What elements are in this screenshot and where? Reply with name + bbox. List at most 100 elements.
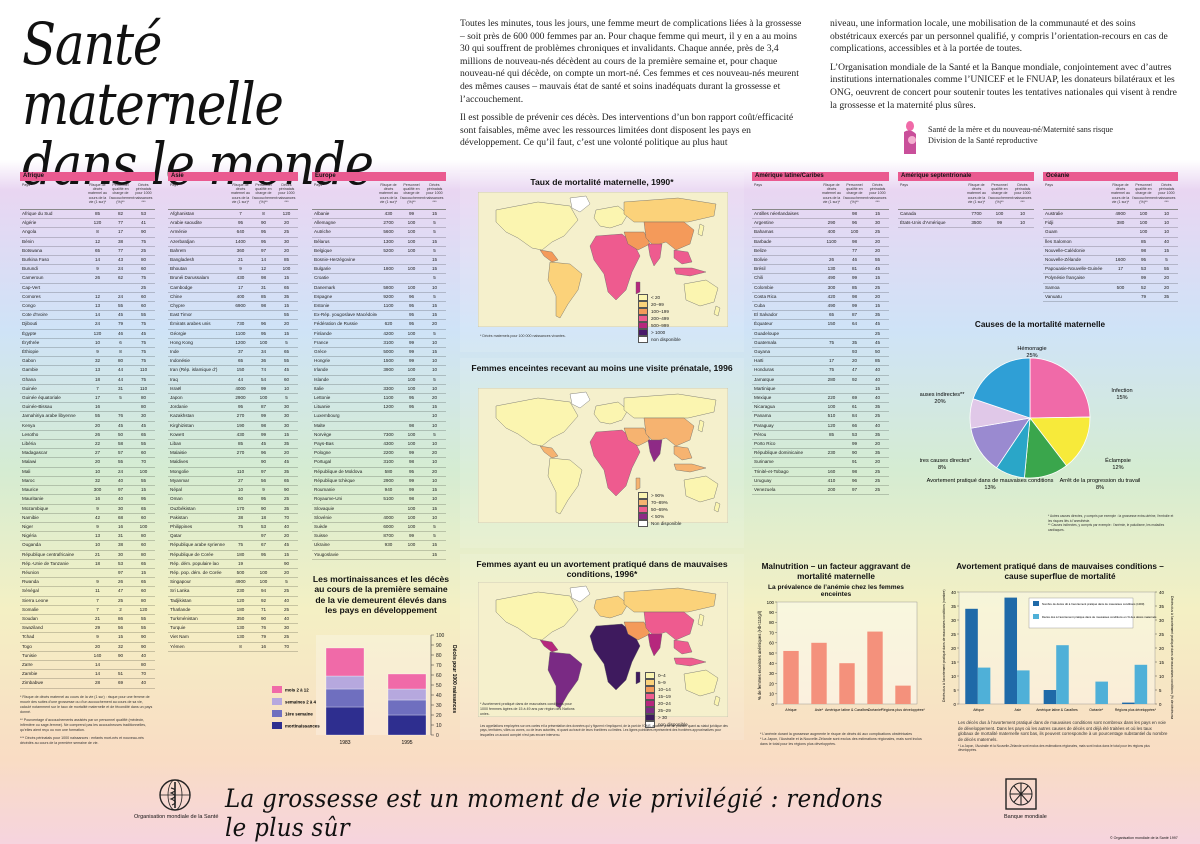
map-region-india: [647, 633, 663, 657]
table-cell: 2200: [383, 450, 394, 456]
table-cell: 10: [1163, 211, 1170, 216]
table-cell: 20: [431, 321, 438, 327]
category-label: Océanie*: [1089, 708, 1104, 712]
table-cell: 84: [851, 413, 858, 419]
category-label: Asie: [1014, 708, 1021, 712]
column-header: Décès périnatals pour 1000 naissances **…: [277, 183, 296, 204]
category-label: 1995: [401, 740, 412, 746]
table-cell: 45: [874, 266, 881, 272]
table-header: Asie: [168, 172, 298, 181]
table-row: Grèce 5000 99 15: [312, 348, 446, 358]
country-name: Namibie: [22, 514, 39, 520]
country-name: Kazakhstan: [170, 413, 195, 419]
table-cell: [1109, 293, 1132, 301]
country-name: Burkina Faso: [22, 257, 50, 263]
table-cell: 20: [283, 450, 290, 456]
table-cell: [377, 311, 400, 319]
table-cell: 38: [237, 514, 244, 520]
table-cell: 10: [431, 477, 438, 483]
table-cell: 55: [874, 257, 881, 263]
map-region-seasia: [673, 249, 693, 265]
table-cell: 5: [433, 330, 436, 336]
country-name: Turquie: [170, 625, 186, 631]
tick-label: 10: [769, 692, 774, 697]
country-name: Congo: [22, 303, 36, 309]
table-cell: 1100: [826, 238, 837, 244]
table-row: Maroc 32 40 55: [20, 477, 155, 487]
table-row: Pologne 2200 99 20: [312, 449, 446, 459]
table-cell: 15: [874, 211, 881, 216]
table-cell: [400, 412, 423, 420]
table-cell: 69: [117, 680, 124, 686]
table-cell: 7: [96, 606, 99, 612]
table-cell: 71: [260, 606, 267, 612]
table-cell: 55: [117, 459, 124, 465]
table-cell: 15: [431, 551, 438, 557]
slice-label: Arrêt de la progression du travail: [1060, 478, 1141, 484]
table-cell: 120: [93, 330, 102, 336]
table-cell: 45: [260, 441, 267, 447]
country-name: Botswana: [22, 247, 43, 253]
table-cell: 100: [407, 367, 416, 373]
table-cell: 68: [117, 514, 124, 520]
table-cell: 490: [827, 303, 836, 309]
country-name: Guyana: [754, 349, 771, 355]
table-cell: 20: [283, 533, 290, 539]
table-cell: 7: [96, 597, 99, 603]
table-cell: 1200: [383, 404, 394, 410]
table-cell: 87: [260, 404, 267, 410]
table-row: Kenya 20 45 45: [20, 422, 155, 431]
legend-label: < 50%: [651, 514, 665, 519]
country-name: Costa Rica: [754, 293, 777, 299]
table-cell: 75: [140, 358, 147, 364]
legend-label: non disponible: [651, 337, 681, 342]
table-row: Guinée 7 31 110: [20, 385, 155, 395]
table-row: Ghana 18 44 75: [20, 376, 155, 385]
tick-label: 5: [954, 688, 957, 693]
legend-item: non disponible: [645, 721, 688, 728]
table-cell: 410: [827, 477, 836, 483]
table-cell: 95: [260, 238, 267, 244]
table-cell: 60: [140, 450, 147, 456]
table-row: Maldives 90 45: [168, 458, 298, 468]
table-row: Finlande 4200 100 5: [312, 330, 446, 339]
table-cell: 45: [140, 422, 147, 428]
table-cell: 16: [94, 496, 101, 502]
table-cell: 15: [140, 487, 147, 493]
table-cell: 24: [94, 321, 101, 327]
table-column-headers: Pays Risque de décès maternel au cours de…: [1043, 181, 1178, 210]
map-region-camerica: [539, 639, 559, 653]
table-cell: 99: [996, 220, 1003, 226]
country-name: Allemagne: [314, 220, 336, 226]
tick-label: 50: [436, 683, 442, 689]
tick-label: 10: [1159, 674, 1164, 679]
country-name: Brésil: [754, 266, 766, 272]
map-region-greenland: [569, 585, 591, 603]
table-cell: 25: [874, 229, 881, 235]
map-region-samerica: [547, 261, 583, 319]
table-cell: 98: [851, 211, 858, 216]
table-cell: 14: [94, 312, 101, 318]
table-cell: 12: [94, 293, 101, 299]
bar: [977, 667, 991, 704]
legend-swatch: [638, 492, 648, 499]
table-cell: 62: [117, 275, 124, 281]
table-cell: 30: [874, 220, 881, 226]
table-cell: 25: [874, 284, 881, 290]
table-cell: 12: [94, 238, 101, 244]
tick-label: 0: [1159, 702, 1162, 707]
bar-segment: [387, 688, 427, 701]
table-cell: 85: [828, 431, 835, 437]
legend-label: < 20: [651, 295, 661, 300]
table-cell: 99: [1140, 275, 1147, 281]
country-name: Guinée: [22, 385, 37, 391]
tick-label: 10: [951, 674, 956, 679]
table-row: Suède 6000 100 5: [312, 523, 446, 533]
country-name: Estonie: [314, 303, 330, 309]
bar-segment: [387, 714, 427, 736]
table-cell: 21: [94, 615, 101, 621]
table-cell: 15: [1163, 247, 1170, 253]
table-cell: [377, 256, 400, 264]
table-row: El Salvador 65 87 35: [752, 311, 889, 321]
